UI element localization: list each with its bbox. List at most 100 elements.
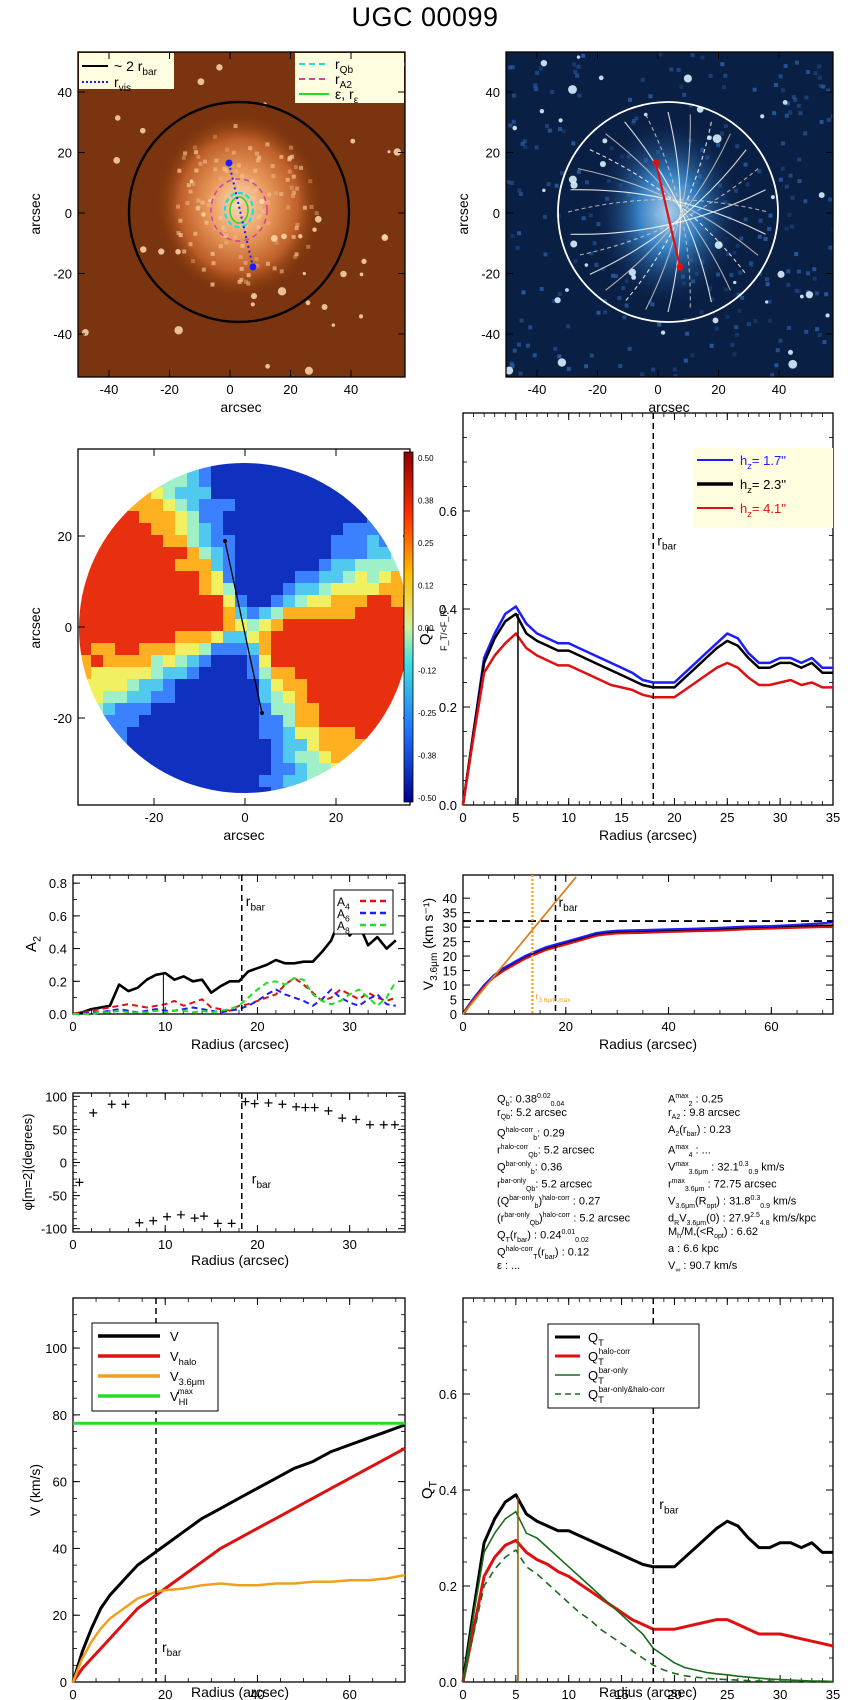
ratio-map-cell	[307, 475, 320, 488]
ratio-map-cell	[199, 499, 212, 512]
galaxy-pixel	[206, 203, 211, 208]
ratio-map-cell	[259, 715, 272, 728]
ratio-map-cell	[295, 655, 308, 668]
ratio-map-cell	[199, 751, 212, 764]
ratio-map-cell	[283, 523, 296, 536]
star-dot	[598, 75, 604, 81]
ratio-map-cell	[91, 679, 104, 692]
ratio-map-cell	[151, 607, 164, 620]
stat-part: A2	[671, 1114, 681, 1122]
ratio-map-cell	[175, 619, 188, 632]
galaxy-pixel	[265, 142, 270, 147]
ratio-map-cell	[319, 703, 332, 716]
ratio-map-cell	[199, 535, 212, 548]
ratio-map-cell	[187, 679, 200, 692]
noise-pixel	[547, 128, 552, 133]
rotcurve-series-v	[71, 1423, 406, 1683]
ratio-map-cell	[247, 511, 260, 524]
ratio-map-cell	[79, 631, 92, 644]
ratio-map-cell	[103, 499, 116, 512]
ratio-map-cell	[367, 595, 380, 608]
phase-xtick-label: 10	[158, 1237, 172, 1252]
stat-part: (r	[497, 1212, 505, 1225]
noise-pixel	[796, 289, 801, 294]
ratio-map-cell	[163, 511, 176, 524]
ratio-map-cell	[295, 775, 308, 788]
ratio-map-cell	[115, 595, 128, 608]
phase-point	[352, 1115, 361, 1124]
ratio-map-cell	[355, 607, 368, 620]
star-dot	[631, 274, 637, 280]
ratio-map-cell	[79, 535, 92, 548]
qt_hz-ytick-label: 0.2	[439, 700, 457, 715]
ratio-map-cell	[115, 499, 128, 512]
ratio-map-cell	[283, 631, 296, 644]
ratio-map-cell	[103, 583, 116, 596]
ratio-map-cell	[187, 763, 200, 776]
stat-part: ) : 6.62	[723, 1226, 759, 1238]
ratio-map-cell	[175, 751, 188, 764]
ratio-map-cell	[199, 787, 212, 793]
ratio-map-cell	[379, 547, 392, 560]
ratio-map-cell	[355, 679, 368, 692]
ratio-map-cell	[175, 703, 188, 716]
ratio-map-cell	[151, 667, 164, 680]
ratio-map-cell	[367, 715, 380, 728]
ratio-map-cell	[367, 727, 380, 740]
noise-pixel	[826, 117, 831, 122]
qt_comp-xtick-label: 25	[720, 1687, 734, 1700]
fourier-xtick-label: 0	[654, 382, 661, 397]
ratio-map-cell	[175, 535, 188, 548]
galaxy-pixel	[218, 176, 223, 181]
ratio-map-cell	[379, 703, 392, 716]
noise-pixel	[734, 325, 739, 330]
stat-part: h	[677, 1233, 682, 1241]
ratio-map-cell	[319, 691, 332, 704]
epsilon-ellipse	[229, 196, 249, 224]
stat-part: max	[675, 1144, 689, 1151]
ratio-map-cell	[343, 487, 356, 500]
ratio-map-cell	[319, 775, 332, 788]
optical-ytick-label: -40	[53, 327, 72, 342]
ratio-map-cell	[355, 763, 368, 776]
ratio-map-cell	[247, 655, 260, 668]
stat-part: A	[668, 1093, 676, 1106]
ratio-map-cell	[223, 667, 236, 680]
a2-ytick-label: 0.8	[49, 876, 67, 891]
galaxy-pixel	[244, 204, 249, 209]
ratio-map-cell	[331, 691, 344, 704]
ratio-map-cell	[331, 607, 344, 620]
stat-part: max	[675, 1161, 689, 1168]
galaxy-pixel	[291, 234, 296, 239]
ratio-map-cell	[391, 667, 404, 680]
ratio-map-cell	[187, 607, 200, 620]
fourier-ytick-label: -20	[481, 267, 500, 282]
noise-pixel	[518, 191, 523, 196]
stat-part: : 0.38	[509, 1093, 537, 1106]
ratio-map-cell	[295, 679, 308, 692]
ratio-map-cell	[343, 583, 356, 596]
ratio-map-cell	[151, 763, 164, 776]
galaxy-pixel	[186, 183, 191, 188]
ratio-map-cell	[199, 715, 212, 728]
ratio-map-cell	[223, 583, 236, 596]
ratio-map-cell	[259, 475, 272, 488]
ratio-map-cell	[211, 751, 224, 764]
star-dot	[554, 297, 561, 304]
ratio-map-cell	[211, 715, 224, 728]
bar-endpoint	[260, 711, 264, 715]
galaxy-pixel	[291, 190, 296, 195]
stat-part: A	[668, 1124, 676, 1136]
ratio-map-cell	[223, 607, 236, 620]
star-dot	[331, 323, 336, 327]
galaxy-pixel	[201, 267, 206, 272]
v36-ytick-label: 25	[443, 935, 457, 950]
noise-pixel	[803, 199, 808, 204]
ratio-map-cell	[283, 535, 296, 548]
ratio-map-cell	[391, 643, 404, 656]
galaxy-pixel	[279, 154, 284, 159]
galaxy-pixel	[221, 225, 226, 230]
ratio-map-cell	[187, 727, 200, 740]
stat-row: Amax2 : 0.25	[668, 1088, 816, 1108]
ratio-map-cell	[79, 463, 92, 476]
